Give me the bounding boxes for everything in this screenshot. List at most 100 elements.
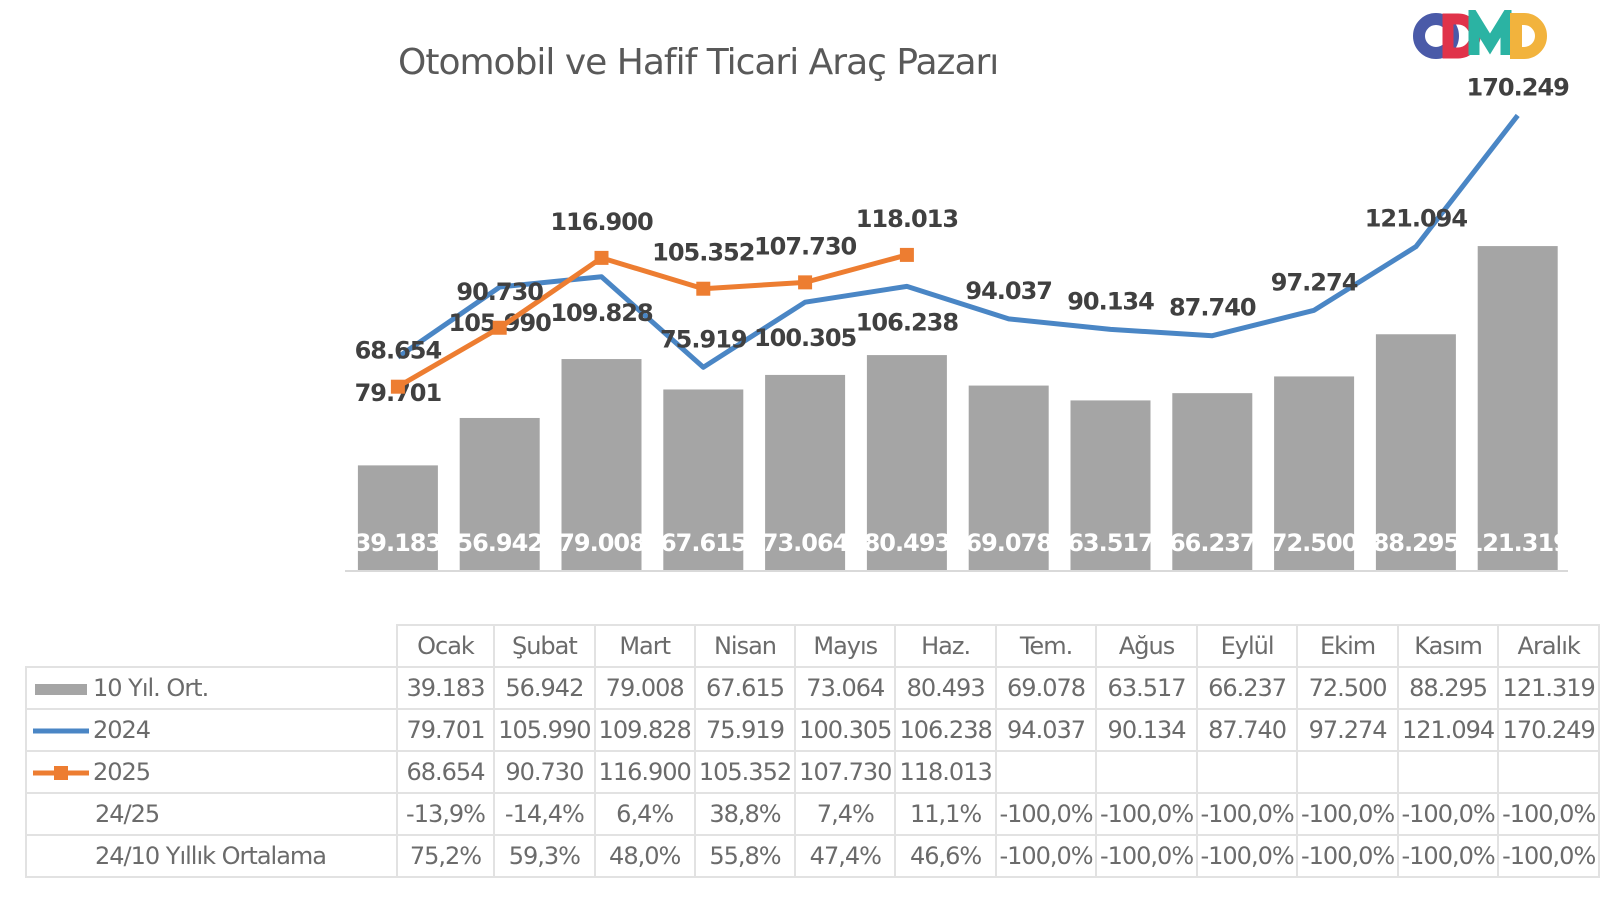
bar-label: 79.008 (558, 529, 645, 557)
month-header: Eylül (1195, 624, 1299, 668)
cell-value: 63.517 (1107, 674, 1187, 702)
series-name: 2025 (93, 758, 151, 786)
month-label: Kasım (1414, 632, 1483, 660)
table-cell: 105.352 (693, 750, 797, 794)
legend-line-swatch (33, 728, 89, 734)
label-2024: 97.274 (1271, 268, 1358, 296)
bar-10yil-7 (1070, 400, 1151, 570)
cell-value: -100,0% (1401, 800, 1496, 828)
table-cell: -100,0% (1095, 834, 1198, 878)
table-cell: 7,4% (794, 792, 897, 836)
table-cell: 46,6% (894, 834, 997, 878)
label-2024: 121.094 (1365, 205, 1468, 233)
cell-value: 38,8% (709, 800, 781, 828)
month-label: Ocak (417, 632, 475, 660)
bar-10yil-6 (968, 385, 1049, 570)
bar-10yil-2 (561, 359, 642, 570)
month-label: Aralık (1517, 632, 1581, 660)
row-name: 24/10 Yıllık Ortalama (95, 842, 327, 870)
cell-value: 109.828 (598, 716, 692, 744)
cell-value: 39.183 (406, 674, 485, 702)
cell-value: 121.319 (1502, 674, 1596, 702)
label-2025: 118.013 (856, 205, 958, 233)
cell-value: 90.134 (1107, 716, 1187, 744)
table-cell: 80.493 (894, 666, 997, 710)
cell-value: -100,0% (1099, 800, 1194, 828)
month-header: Ekim (1296, 624, 1399, 668)
cell-value: -100,0% (1200, 842, 1294, 870)
legend-bar-swatch (35, 684, 87, 695)
table-cell: 73.064 (794, 666, 897, 710)
table-cell: -100,0% (1497, 792, 1600, 836)
table-cell: 6,4% (593, 792, 696, 836)
table-cell: 66.237 (1195, 666, 1299, 710)
bar-10yil-8 (1172, 393, 1253, 570)
bar-10yil-1 (459, 417, 540, 570)
cell-value: 75,2% (409, 842, 482, 870)
cell-value: 7,4% (816, 800, 875, 828)
marker-2025-4 (798, 275, 813, 290)
bar-label: 121.319 (1467, 529, 1570, 557)
table-cell: -100,0% (1296, 834, 1399, 878)
cell-value: 80.493 (906, 674, 986, 702)
table-cell: -100,0% (1497, 834, 1600, 878)
bar-10yil-9 (1274, 376, 1355, 570)
label-2025: 116.900 (550, 208, 653, 236)
table-cell: 90.730 (493, 750, 596, 794)
cell-value: 94.037 (1007, 716, 1086, 744)
bar-10yil-4 (765, 374, 846, 570)
header-blank (26, 625, 397, 667)
cell-value: 100.305 (799, 716, 892, 744)
cell-value: 105.352 (698, 758, 792, 786)
cell-value: 48,0% (609, 842, 681, 870)
table-cell: -100,0% (1296, 792, 1399, 836)
cell-value: 46,6% (909, 842, 982, 870)
cell-value: 107.730 (799, 758, 892, 786)
month-header: Haz. (894, 624, 997, 668)
table-cell: 94.037 (994, 708, 1098, 752)
cell-value: 69.078 (1007, 674, 1086, 702)
bar-label: 67.615 (660, 529, 747, 557)
bar-10yil-3 (663, 389, 744, 570)
label-2024: 87.740 (1169, 294, 1256, 322)
table-cell: -14,4% (493, 792, 596, 836)
cell-value: 73.064 (806, 674, 885, 702)
cell-value: 97.274 (1308, 716, 1388, 744)
table-cell: 67.615 (693, 666, 797, 710)
table-cell: 59,3% (493, 834, 596, 878)
row-label: 24/10 Yıllık Ortalama (25, 834, 398, 878)
bar-label: 39.183 (355, 529, 442, 557)
marker-2025-0 (390, 379, 405, 394)
month-header: Aralık (1497, 624, 1600, 668)
table-cell: 121.319 (1497, 666, 1600, 710)
month-header: Kasım (1396, 624, 1500, 668)
table-cell: 79.701 (395, 708, 496, 752)
table-cell: 72.500 (1296, 666, 1399, 710)
cell-value: -100,0% (1200, 800, 1294, 828)
table-row: 2025 68.654 90.730 116.900 105.352 107.730 118… (25, 750, 1600, 794)
table-cell (1195, 750, 1299, 794)
table-cell: 63.517 (1095, 666, 1198, 710)
cell-value: 75.919 (705, 716, 785, 744)
table-cell: 90.134 (1095, 708, 1198, 752)
cell-value: -100,0% (1300, 842, 1395, 870)
month-header: Şubat (493, 624, 596, 668)
table-cell: 170.249 (1497, 708, 1600, 752)
label-2024: 109.828 (550, 299, 653, 327)
month-label: Mayıs (813, 632, 878, 660)
cell-value: 79.701 (406, 716, 485, 744)
table-cell: -100,0% (1396, 834, 1500, 878)
label-2025: 107.730 (754, 232, 857, 260)
table-cell: -100,0% (1095, 792, 1198, 836)
table-cell: 107.730 (794, 750, 897, 794)
bar-label: 69.078 (965, 529, 1052, 557)
cell-value: 105.990 (498, 716, 591, 744)
table-cell: -13,9% (395, 792, 496, 836)
cell-value: 66.237 (1208, 674, 1287, 702)
cell-value: -100,0% (1502, 842, 1596, 870)
table-cell: 79.008 (593, 666, 696, 710)
label-2024: 100.305 (754, 324, 857, 352)
table-cell: 100.305 (794, 708, 897, 752)
month-header: Ağus (1095, 624, 1198, 668)
bar-label: 73.064 (762, 529, 849, 557)
